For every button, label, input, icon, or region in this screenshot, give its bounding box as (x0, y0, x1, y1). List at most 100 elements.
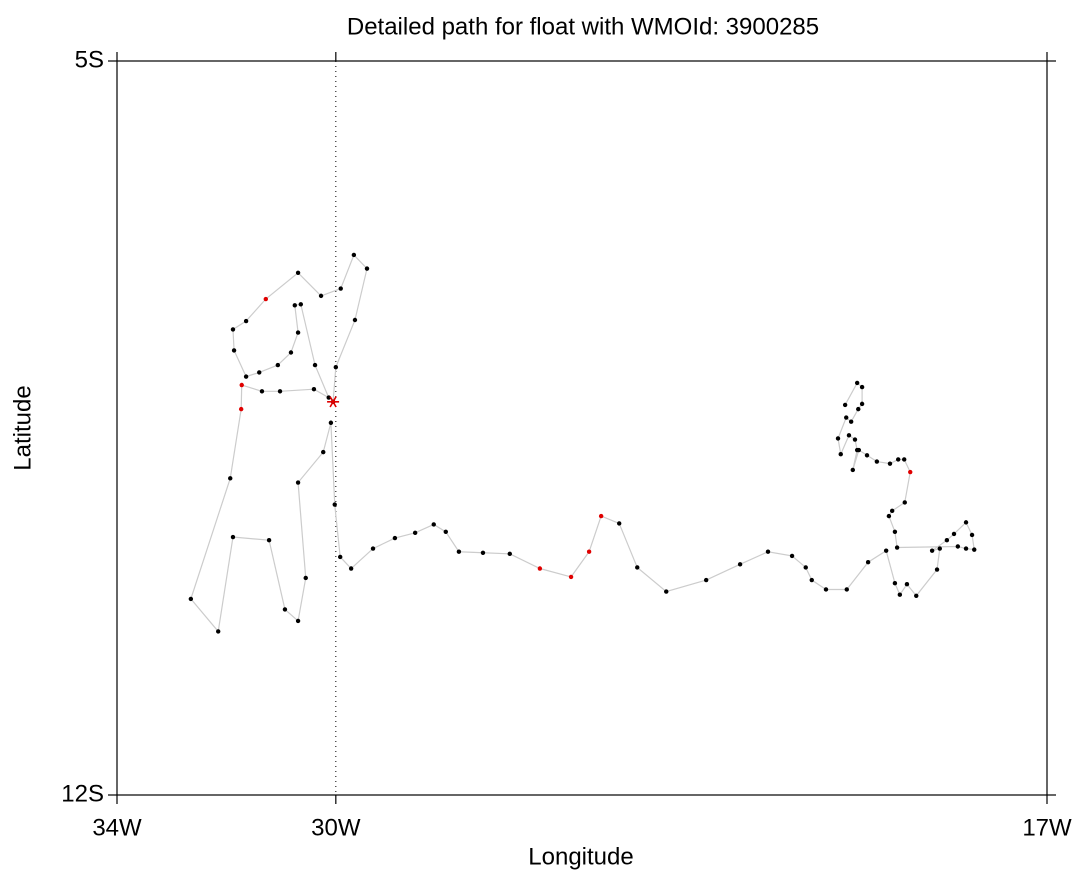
float-position (326, 395, 331, 400)
float-position (850, 467, 855, 473)
float-position (934, 567, 940, 572)
float-position (835, 436, 841, 441)
chart-title: Detailed path for float with WMOId: 3900… (347, 13, 819, 40)
x-tick-label: 30W (311, 814, 361, 841)
float-position (277, 389, 283, 394)
float-position (259, 389, 265, 394)
float-position (298, 302, 304, 307)
float-position (955, 544, 961, 549)
float-position (282, 607, 288, 612)
float-position (844, 587, 849, 592)
float-position (321, 449, 326, 455)
float-position (897, 592, 903, 597)
float-position (929, 548, 935, 553)
y-tick-label: 12S (61, 780, 104, 807)
float-position (892, 580, 898, 586)
float-position (904, 582, 910, 587)
float-position (951, 531, 957, 537)
float-position (239, 382, 244, 388)
float-position (295, 330, 301, 335)
float-position (737, 562, 743, 567)
float-position (288, 350, 294, 355)
float-position (537, 566, 543, 571)
float-position (338, 286, 343, 291)
y-tick-label: 5S (75, 46, 104, 73)
float-position (598, 513, 604, 519)
float-position (351, 252, 357, 258)
float-position (480, 550, 486, 555)
float-position (188, 596, 194, 602)
float-position (963, 546, 969, 551)
float-position (328, 420, 334, 425)
float-position (859, 401, 865, 407)
float-position (332, 502, 337, 507)
float-position (586, 549, 592, 554)
float-position (228, 476, 233, 481)
float-position (348, 566, 354, 571)
float-position (507, 551, 512, 557)
float-position (914, 593, 919, 598)
float-position (838, 452, 843, 457)
float-position (443, 529, 448, 535)
start-marker (327, 396, 340, 408)
float-position (883, 548, 889, 553)
float-position (266, 537, 272, 543)
float-position (617, 521, 622, 526)
float-position (889, 508, 895, 514)
float-position (243, 318, 249, 324)
float-position (230, 327, 236, 332)
float-position (230, 534, 236, 540)
float-position (823, 587, 829, 592)
float-position (370, 546, 376, 551)
float-position (456, 549, 462, 554)
float-position (852, 437, 858, 442)
y-axis-label: Latitude (9, 385, 36, 470)
float-position (937, 546, 942, 551)
float-position (859, 384, 865, 390)
float-position (431, 522, 436, 527)
x-tick-label: 34W (92, 814, 142, 841)
float-position (902, 457, 907, 462)
float-position (842, 402, 848, 408)
float-position (844, 415, 849, 420)
float-position (275, 362, 281, 368)
float-position (263, 296, 268, 302)
float-position (894, 545, 900, 550)
float-position (295, 270, 301, 276)
float-position (896, 457, 901, 462)
float-position (318, 293, 324, 299)
float-position (969, 532, 975, 538)
float-position (664, 589, 669, 594)
float-position (944, 537, 950, 543)
float-position (908, 469, 913, 475)
float-position (635, 565, 640, 570)
float-position (392, 535, 398, 541)
float-position (972, 547, 977, 552)
float-position (887, 461, 893, 466)
float-position (809, 577, 814, 583)
float-position (412, 530, 418, 536)
float-position (311, 387, 317, 392)
float-position (568, 574, 574, 580)
x-axis-label: Longitude (528, 843, 633, 870)
float-position (352, 317, 358, 323)
float-position (703, 577, 709, 583)
float-position (803, 565, 808, 570)
float-position (257, 370, 262, 375)
float-position (312, 362, 318, 368)
float-position (292, 303, 297, 308)
float-position (216, 629, 221, 634)
float-position (238, 406, 244, 412)
float-position (854, 380, 860, 386)
float-position (902, 500, 907, 505)
float-position (231, 348, 237, 353)
x-tick-label: 17W (1022, 814, 1072, 841)
float-position (856, 406, 861, 412)
float-position (864, 453, 870, 458)
float-position (854, 447, 860, 453)
float-position (892, 529, 898, 535)
float-position (846, 433, 852, 438)
float-position (886, 513, 892, 519)
